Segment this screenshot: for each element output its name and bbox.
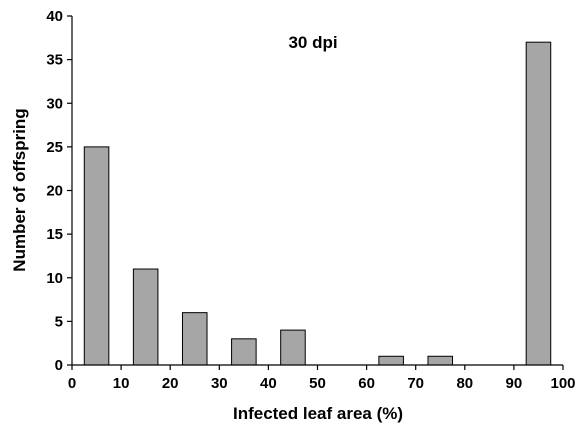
bar-75 [427, 355, 454, 366]
bar-25 [181, 312, 208, 366]
bar-65 [378, 355, 404, 366]
y-tick-label-40: 40 [46, 8, 63, 25]
y-tick-label-0: 0 [55, 357, 63, 374]
y-tick-label-35: 35 [46, 52, 63, 69]
x-tick-label-90: 90 [506, 375, 523, 392]
x-tick-label-30: 30 [211, 375, 228, 392]
chart-annotation: 30 dpi [288, 33, 337, 52]
x-tick-label-70: 70 [407, 375, 424, 392]
y-axis-title: Number of offspring [10, 108, 29, 271]
x-tick-label-60: 60 [358, 375, 375, 392]
bar-15 [132, 268, 159, 366]
y-tick-label-10: 10 [46, 270, 63, 287]
y-tick-label-15: 15 [46, 226, 63, 243]
x-tick-label-80: 80 [456, 375, 473, 392]
bar-95 [525, 41, 552, 366]
x-tick-label-10: 10 [113, 375, 130, 392]
x-axis-title: Infected leaf area (%) [233, 404, 403, 423]
bar-5 [83, 146, 110, 366]
y-tick-label-5: 5 [55, 313, 63, 330]
y-tick-label-20: 20 [46, 183, 63, 200]
x-tick-label-0: 0 [68, 375, 76, 392]
y-tick-label-25: 25 [46, 139, 63, 156]
x-tick-label-50: 50 [309, 375, 326, 392]
axes-layer: 0 5 10 15 20 25 30 35 40 0 10 20 30 40 50 60 70 80 90 100 [46, 8, 575, 392]
y-tick-label-30: 30 [46, 95, 63, 112]
x-tick-label-20: 20 [162, 375, 179, 392]
bar-45 [280, 329, 306, 366]
x-tick-label-40: 40 [260, 375, 277, 392]
x-tick-label-100: 100 [550, 375, 575, 392]
bars-layer [83, 41, 552, 366]
bar-35 [231, 338, 257, 366]
